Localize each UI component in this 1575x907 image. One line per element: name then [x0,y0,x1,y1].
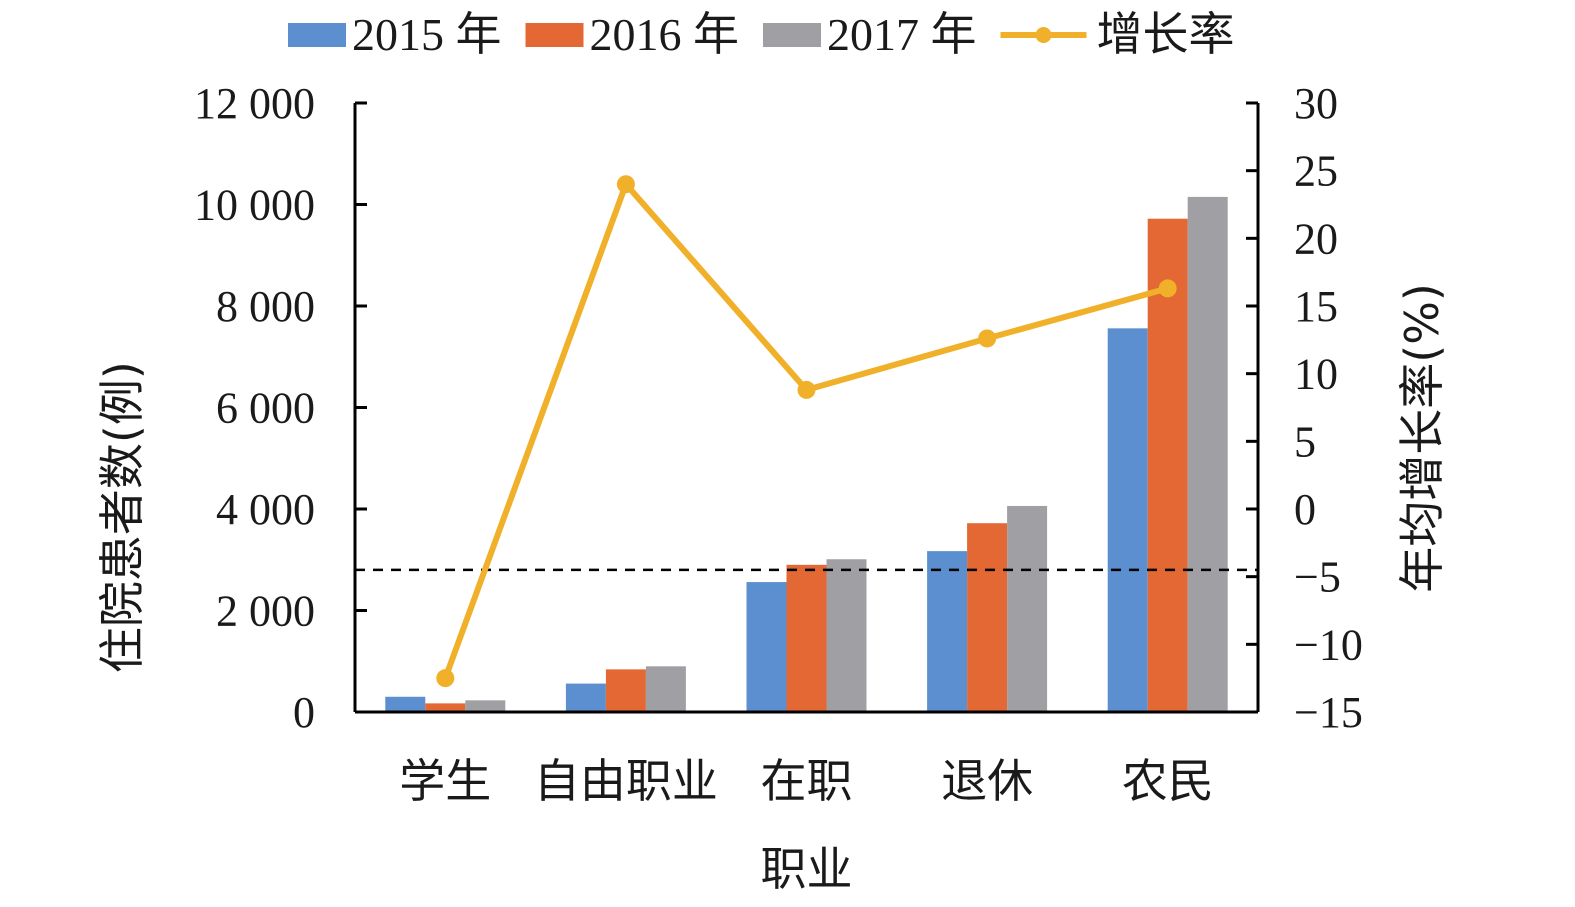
bar-2-1 [425,703,466,712]
bar-1-1 [385,696,426,712]
bars-group [385,196,1228,712]
right-tick-label: 5 [1294,417,1316,466]
right-tick-label: 20 [1294,214,1338,263]
bar-1-2 [565,683,606,712]
x-category-label: 退休 [941,754,1033,808]
left-tick-label: 12 000 [194,79,315,128]
growth-line-group [436,175,1177,688]
growth-rate-point-5 [1158,279,1177,298]
left-tick-label: 10 000 [194,181,315,230]
bar-1-5 [1107,328,1148,712]
right-tick-label: 15 [1294,282,1338,331]
left-tick-label: 4 000 [216,485,315,534]
growth-rate-point-4 [978,329,997,348]
right-axis-title: 年均增长率(%) [1395,283,1449,593]
legend-label-2: 2016 年 [590,9,740,60]
right-tick-label: −10 [1294,620,1363,669]
right-tick-label: −5 [1294,553,1341,602]
x-axis-title: 职业 [761,842,853,896]
right-tick-label: 10 [1294,350,1338,399]
bar-3-5 [1187,196,1228,712]
bar-3-2 [645,666,686,712]
bar-2-3 [786,564,827,712]
legend-label-4: 增长率 [1097,9,1235,60]
x-category-label: 自由职业 [534,754,718,808]
axes-group [353,101,1260,714]
legend-swatch-2 [525,23,584,47]
bar-2-5 [1147,218,1188,712]
bar-3-4 [1007,505,1048,712]
bar-3-1 [465,700,506,712]
left-tick-label: 2 000 [216,587,315,636]
growth-rate-point-3 [797,380,816,399]
growth-rate-point-1 [436,669,455,688]
bar-2-2 [605,669,646,712]
legend-swatch-1 [288,23,346,47]
left-tick-label: 0 [293,688,315,737]
legend-swatch-3 [763,23,821,47]
right-tick-label: 25 [1294,147,1338,196]
legend-label-3: 2017 年 [827,9,977,60]
x-category-label: 在职 [761,754,853,808]
left-tick-label: 8 000 [216,282,315,331]
x-category-label: 学生 [399,754,491,808]
x-category-label: 农民 [1122,754,1214,808]
bar-1-4 [927,551,968,712]
legend-label-1: 2015 年 [352,9,502,60]
legend-line-marker [1035,27,1052,43]
bar-3-3 [826,559,867,712]
right-tick-label: 0 [1294,485,1316,534]
right-tick-label: 30 [1294,79,1338,128]
bar-2-4 [967,523,1008,712]
legend: 2015 年 2016 年 2017 年 增长率 [288,9,1235,60]
labels-group: 0 2 000 4 000 6 000 8 000 10 000 12 000 −15 −10 −… [95,79,1449,896]
right-tick-label: −15 [1294,688,1363,737]
left-tick-label: 6 000 [216,384,315,433]
left-axis-title: 住院患者数(例) [95,361,149,673]
bar-1-3 [746,582,787,712]
growth-rate-point-2 [616,175,635,194]
